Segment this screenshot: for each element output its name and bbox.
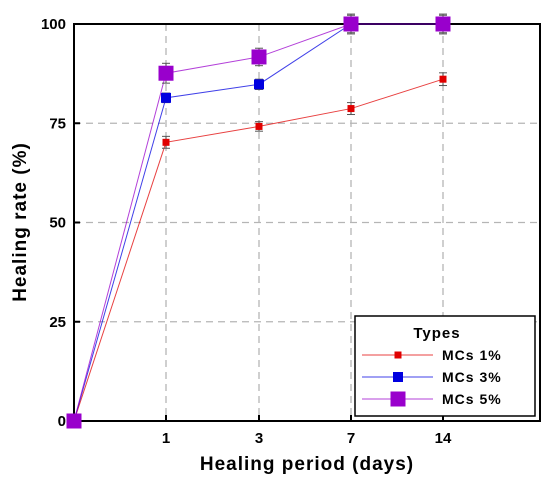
x-axis-title: Healing period (days): [200, 454, 414, 475]
grid-lines: [74, 24, 540, 421]
series-mcs-5: [66, 13, 451, 429]
legend-items: MCs 1% MCs 3% MCs 5%: [362, 347, 502, 407]
y-tick-label: 50: [49, 215, 66, 232]
data-point: [435, 16, 451, 32]
data-point: [343, 16, 359, 32]
data-point: [161, 92, 171, 103]
axis-ticks: 0 25 50 75 100 1 3 7 14: [41, 16, 452, 447]
x-tick-label: 3: [255, 430, 263, 447]
legend-marker: [393, 372, 403, 382]
y-tick-label: 25: [49, 314, 66, 331]
data-point: [251, 49, 267, 65]
legend-title: Types: [413, 325, 460, 342]
x-tick-label: 1: [162, 430, 170, 447]
y-axis-title: Healing rate (%): [10, 142, 31, 302]
x-tick-label: 14: [435, 430, 452, 447]
legend-label: MCs 3%: [442, 369, 502, 385]
series-layer: [66, 13, 451, 429]
data-point: [254, 79, 264, 90]
data-point: [66, 413, 82, 429]
legend-marker: [390, 391, 406, 407]
legend-label: MCs 1%: [442, 347, 502, 363]
legend: Types MCs 1% MCs 3% MCs 5%: [354, 315, 536, 417]
y-tick-label: 100: [41, 16, 66, 33]
data-point: [162, 138, 170, 146]
legend-marker: [394, 351, 402, 359]
x-tick-label: 7: [347, 430, 355, 447]
data-point: [439, 75, 447, 83]
data-point: [255, 122, 263, 130]
data-point: [158, 65, 174, 81]
legend-label: MCs 5%: [442, 391, 502, 407]
y-tick-label: 75: [49, 115, 66, 132]
data-point: [347, 105, 355, 113]
y-tick-label: 0: [58, 413, 66, 430]
